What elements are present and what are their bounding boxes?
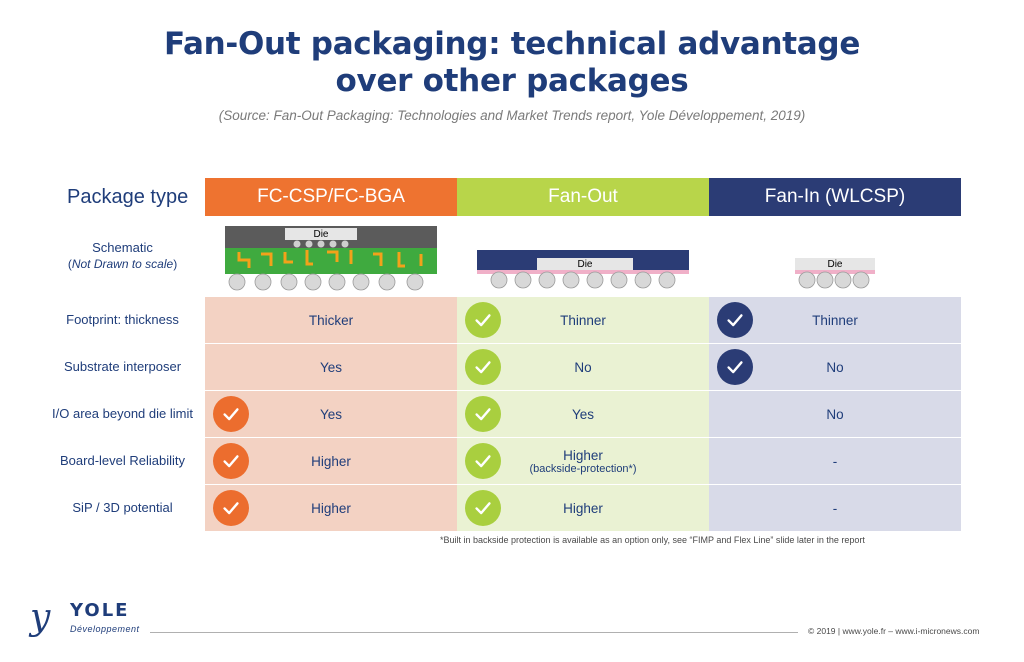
cell-text: No <box>826 406 844 422</box>
logo-sub: Développement <box>70 624 140 634</box>
row-label: Footprint: thickness <box>66 312 179 327</box>
cell-fc-csp: Thicker <box>205 296 457 343</box>
schematic-label: Schematic (Not Drawn to scale) <box>40 216 205 296</box>
header-fan-in: Fan-In (WLCSP) <box>709 178 961 216</box>
footer-divider <box>150 632 798 633</box>
schematic-fc-csp: Die <box>205 216 457 296</box>
cell-fan-out: Higher (backside-protection*) <box>457 437 709 484</box>
cell-fan-in: No <box>709 390 961 437</box>
cell-fan-in: - <box>709 484 961 531</box>
footnote: *Built in backside protection is availab… <box>440 535 865 545</box>
schematic-note: Not Drawn to scale <box>71 257 174 271</box>
cell-fan-out: Higher <box>457 484 709 531</box>
check-icon <box>465 396 501 432</box>
cell-fc-csp: Higher <box>205 437 457 484</box>
check-icon <box>465 302 501 338</box>
table-row: Footprint: thickness Thicker Thinner Thi… <box>40 296 962 343</box>
schematic-fan-in: Die <box>709 216 961 296</box>
check-icon <box>213 396 249 432</box>
check-icon <box>465 490 501 526</box>
title-line-2: over other packages <box>335 63 689 99</box>
comparison-table: Package type FC-CSP/FC-BGA Fan-Out Fan-I… <box>40 178 962 531</box>
check-icon <box>465 443 501 479</box>
fc-die-label: Die <box>313 229 328 240</box>
fan-out-schematic: Die <box>477 250 689 289</box>
row-label: SiP / 3D potential <box>72 500 173 515</box>
check-icon <box>717 349 753 385</box>
cell-text: Higher <box>311 500 351 516</box>
cell-fc-csp: Yes <box>205 343 457 390</box>
logo-name: YOLE <box>70 600 130 621</box>
cell-fan-out: No <box>457 343 709 390</box>
table-row: SiP / 3D potential Higher Higher - <box>40 484 962 531</box>
cell-text: Thinner <box>812 312 858 328</box>
row-label: Board-level Reliability <box>60 453 185 468</box>
row-label: I/O area beyond die limit <box>52 406 193 421</box>
table-row: Board-level Reliability Higher Higher (ba… <box>40 437 962 484</box>
yole-logo: y YOLE Développement <box>28 596 146 644</box>
header-label: Package type <box>67 185 189 208</box>
cell-text: No <box>826 359 844 375</box>
fan-in-schematic: Die <box>795 258 875 289</box>
fo-die-label: Die <box>577 259 592 270</box>
cell-text: Yes <box>571 406 595 422</box>
cell-text: - <box>832 453 838 469</box>
cell-fan-in: No <box>709 343 961 390</box>
schematic-title: Schematic <box>92 240 153 255</box>
yole-logo-mark: y <box>30 597 51 638</box>
check-icon <box>213 443 249 479</box>
cell-text: Higher <box>311 453 351 469</box>
source-citation: (Source: Fan-Out Packaging: Technologies… <box>218 108 806 123</box>
copyright: © 2019 | www.yole.fr – www.i-micronews.c… <box>808 626 980 636</box>
header-row: Package type FC-CSP/FC-BGA Fan-Out Fan-I… <box>40 178 962 216</box>
cell-text: No <box>574 359 592 375</box>
cell-text: Higher <box>563 447 603 463</box>
cell-fan-out: Yes <box>457 390 709 437</box>
schematic-row: Schematic (Not Drawn to scale) Die <box>40 216 962 296</box>
cell-fc-csp: Yes <box>205 390 457 437</box>
cell-text: Yes <box>319 406 343 422</box>
check-icon <box>213 490 249 526</box>
table-row: Substrate interposer Yes No No <box>40 343 962 390</box>
cell-text: Thicker <box>308 312 354 328</box>
cell-fan-in: Thinner <box>709 296 961 343</box>
fi-die-label: Die <box>827 259 842 270</box>
cell-subtext: (backside-protection*) <box>529 462 637 475</box>
check-icon <box>717 302 753 338</box>
fc-csp-schematic: Die <box>225 226 437 291</box>
title-line-1: Fan-Out packaging: technical advantage <box>163 26 861 62</box>
check-icon <box>465 349 501 385</box>
row-label: Substrate interposer <box>63 359 182 374</box>
page-title: Fan-Out packaging: technical advantage o… <box>0 26 1024 100</box>
header-fc-csp: FC-CSP/FC-BGA <box>205 178 457 216</box>
cell-fan-out: Thinner <box>457 296 709 343</box>
cell-text: Higher <box>563 500 603 516</box>
schematic-fan-out: Die <box>457 216 709 296</box>
cell-fan-in: - <box>709 437 961 484</box>
schematic-note-open: ( <box>67 257 72 271</box>
cell-text: Thinner <box>560 312 606 328</box>
schematic-note-close: ) <box>173 257 178 271</box>
table-row: I/O area beyond die limit Yes Yes No <box>40 390 962 437</box>
header-fan-out: Fan-Out <box>457 178 709 216</box>
cell-text: Yes <box>319 359 343 375</box>
cell-fc-csp: Higher <box>205 484 457 531</box>
cell-text: - <box>832 500 838 516</box>
